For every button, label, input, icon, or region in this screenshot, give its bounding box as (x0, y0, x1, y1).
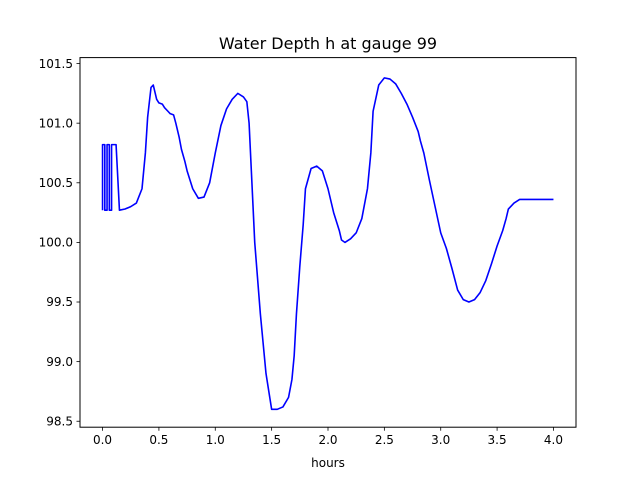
x-tick-label: 3.5 (488, 433, 507, 447)
x-tick-label: 0.0 (93, 433, 112, 447)
x-axis-label: hours (311, 456, 345, 470)
y-tick-label: 99.5 (46, 295, 73, 309)
x-tick-label: 3.0 (431, 433, 450, 447)
y-tick-label: 98.5 (46, 414, 73, 428)
x-tick-label: 1.0 (206, 433, 225, 447)
y-tick-label: 101.5 (39, 57, 73, 71)
x-tick-label: 2.5 (375, 433, 394, 447)
x-tick-label: 4.0 (544, 433, 563, 447)
y-tick-label: 101.0 (39, 116, 73, 130)
series-line-0 (101, 77, 554, 411)
x-tick-label: 2.0 (318, 433, 337, 447)
y-tick-label: 100.0 (39, 236, 73, 250)
y-tick-label: 100.5 (39, 176, 73, 190)
y-tick-label: 99.0 (46, 355, 73, 369)
x-tick-label: 0.5 (149, 433, 168, 447)
chart-title: Water Depth h at gauge 99 (219, 34, 437, 53)
x-tick-label: 1.5 (262, 433, 281, 447)
